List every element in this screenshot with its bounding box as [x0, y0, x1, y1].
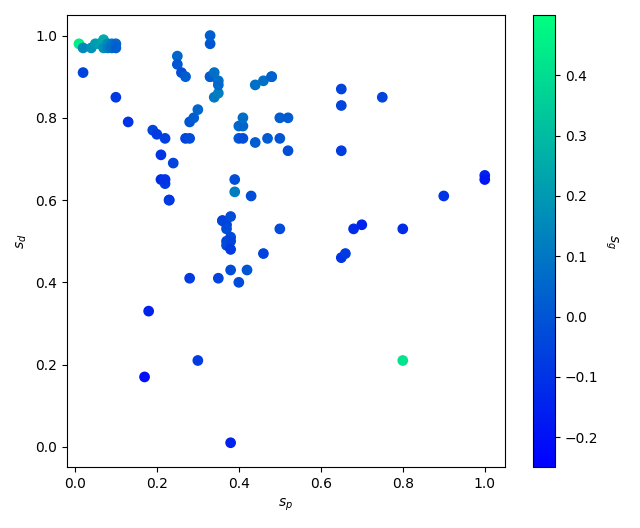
Point [259, 77, 269, 85]
Point [156, 150, 166, 159]
Point [266, 72, 276, 81]
Point [397, 356, 408, 365]
Point [225, 237, 236, 246]
Point [238, 122, 248, 130]
Point [336, 253, 346, 262]
Point [94, 40, 104, 48]
Point [156, 175, 166, 184]
Point [356, 221, 367, 229]
Point [164, 196, 174, 204]
Point [111, 40, 121, 48]
Point [275, 224, 285, 233]
Point [152, 130, 162, 138]
Point [160, 180, 170, 188]
Point [397, 224, 408, 233]
Point [184, 134, 195, 143]
Point [275, 134, 285, 143]
Point [205, 31, 215, 40]
Point [275, 114, 285, 122]
Point [225, 245, 236, 253]
Point [225, 233, 236, 241]
Point [242, 266, 252, 274]
Point [99, 35, 109, 44]
Point [266, 72, 276, 81]
X-axis label: $s_p$: $s_p$ [278, 497, 294, 513]
Point [168, 159, 179, 167]
Point [234, 122, 244, 130]
Point [140, 373, 150, 381]
Point [78, 44, 88, 52]
Point [283, 114, 293, 122]
Point [111, 44, 121, 52]
Point [209, 68, 220, 77]
Point [193, 356, 203, 365]
Point [234, 134, 244, 143]
Point [160, 175, 170, 184]
Point [74, 40, 84, 48]
Point [336, 85, 346, 93]
Point [172, 52, 182, 60]
Point [123, 118, 133, 126]
Point [107, 44, 117, 52]
Point [234, 278, 244, 287]
Point [246, 192, 256, 200]
Point [218, 216, 228, 225]
Point [86, 44, 97, 52]
Point [213, 81, 223, 89]
Point [99, 44, 109, 52]
Point [479, 175, 490, 184]
Point [213, 77, 223, 85]
Point [213, 274, 223, 282]
Point [107, 40, 117, 48]
Point [102, 44, 113, 52]
Point [283, 146, 293, 155]
Point [221, 221, 232, 229]
Point [225, 439, 236, 447]
Point [148, 126, 158, 135]
Point [336, 101, 346, 110]
Point [184, 118, 195, 126]
Point [160, 134, 170, 143]
Point [336, 146, 346, 155]
Point [221, 241, 232, 250]
Point [250, 81, 260, 89]
Point [193, 106, 203, 114]
Point [348, 224, 358, 233]
Point [225, 212, 236, 221]
Point [177, 68, 187, 77]
Point [172, 60, 182, 69]
Point [184, 274, 195, 282]
Point [230, 175, 240, 184]
Point [78, 68, 88, 77]
Point [377, 93, 387, 101]
Y-axis label: $s_d$: $s_d$ [15, 233, 29, 249]
Point [479, 171, 490, 180]
Point [143, 307, 154, 315]
Point [205, 72, 215, 81]
Point [238, 114, 248, 122]
Point [111, 93, 121, 101]
Point [189, 114, 199, 122]
Point [225, 266, 236, 274]
Point [250, 138, 260, 147]
Point [340, 249, 351, 258]
Point [164, 196, 174, 204]
Point [221, 224, 232, 233]
Point [262, 134, 273, 143]
Point [205, 72, 215, 81]
Point [205, 40, 215, 48]
Point [90, 40, 100, 48]
Point [230, 187, 240, 196]
Y-axis label: $s_g$: $s_g$ [603, 234, 620, 249]
Point [180, 72, 191, 81]
Point [438, 192, 449, 200]
Point [209, 93, 220, 101]
Point [180, 134, 191, 143]
Point [102, 40, 113, 48]
Point [259, 249, 269, 258]
Point [238, 134, 248, 143]
Point [218, 216, 228, 225]
Point [213, 89, 223, 97]
Point [221, 237, 232, 246]
